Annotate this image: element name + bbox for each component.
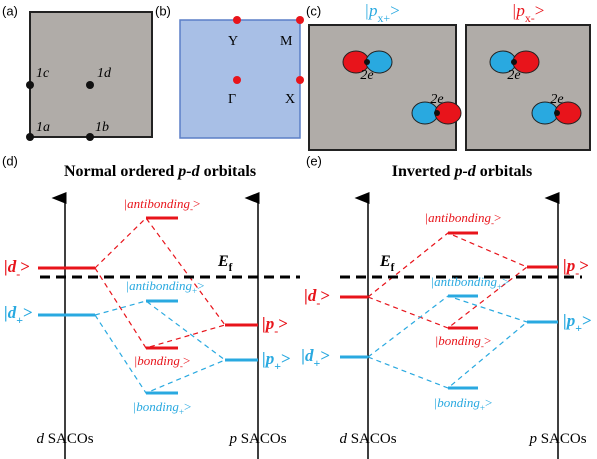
- label-part: orbitals: [200, 163, 256, 180]
- label-part: |p: [262, 349, 274, 368]
- label-part: |p: [512, 1, 525, 20]
- level-label: |antibonding->: [425, 210, 502, 228]
- label-part: >: [390, 1, 400, 20]
- label-part: SACOs: [44, 431, 94, 447]
- label-part: |antibonding: [124, 196, 191, 211]
- label-part: >: [281, 349, 291, 368]
- site-label: 1d: [97, 66, 112, 81]
- label-part: |antibonding: [126, 278, 193, 293]
- label-part: x-: [525, 11, 535, 25]
- label-part: >: [193, 196, 200, 211]
- label-part: |p: [563, 256, 575, 275]
- diagram-title: Inverted p-d orbitals: [392, 163, 532, 180]
- label-part: >: [320, 286, 330, 305]
- label-part: f: [229, 262, 233, 274]
- energy-axes: [65, 198, 558, 459]
- label-part: p-d: [452, 163, 476, 180]
- label-part: |p: [563, 311, 575, 330]
- label-part: |antibonding: [431, 274, 498, 289]
- label-part: |antibonding: [425, 210, 492, 225]
- label-part: >: [582, 311, 592, 330]
- label-part: |d: [4, 303, 17, 322]
- orbital-title: |px+>: [364, 1, 399, 25]
- label-part: >: [20, 257, 30, 276]
- label-part: |d: [304, 286, 317, 305]
- level-label: |antibonding+>: [431, 274, 510, 292]
- level-label: |d->: [304, 286, 330, 310]
- axis-label: d SACOs: [36, 431, 93, 447]
- label-part: >: [197, 278, 204, 293]
- charge-label: 2e: [430, 92, 443, 107]
- level-label: |antibonding->: [124, 196, 201, 214]
- level-label: |bonding+>: [133, 399, 192, 417]
- figure: (a)(b)(c)(d)(e)1c1d1a1bYMΓX|px+>|px->2e2…: [0, 0, 597, 459]
- label-part: >: [484, 333, 491, 348]
- level-label: |d+>: [301, 346, 330, 370]
- site-label: 1a: [36, 120, 50, 135]
- level-label: |d+>: [4, 303, 33, 327]
- charge-label: 2e: [550, 92, 563, 107]
- label-part: SACOs: [237, 431, 287, 447]
- k-point-label: Γ: [228, 92, 236, 107]
- charge-label: 2e: [360, 68, 373, 83]
- label-part: >: [278, 314, 288, 333]
- label-part: E: [379, 253, 391, 270]
- label-part: |bonding: [133, 399, 180, 414]
- axis-label: d SACOs: [339, 431, 396, 447]
- site-label: 1b: [95, 120, 109, 135]
- k-point-label: Y: [228, 34, 238, 49]
- label-part: E: [217, 253, 229, 270]
- label-part: >: [579, 256, 589, 275]
- label-part: >: [535, 1, 545, 20]
- fermi-label: Ef: [379, 253, 395, 274]
- level-label: |p+>: [563, 311, 592, 335]
- label-part: SACOs: [537, 431, 587, 447]
- orbital-box: [309, 25, 456, 150]
- panel-label: (e): [306, 153, 322, 168]
- label-part: >: [23, 303, 33, 322]
- level-label: |antibonding+>: [126, 278, 205, 296]
- label-part: >: [485, 395, 492, 410]
- label-part: Inverted: [392, 163, 455, 180]
- label-part: >: [502, 274, 509, 289]
- label-part: orbitals: [476, 163, 532, 180]
- label-part: |bonding: [434, 395, 481, 410]
- label-part: >: [494, 210, 501, 225]
- level-label: |bonding->: [134, 353, 191, 371]
- panel-label: (b): [155, 3, 171, 18]
- panel-label: (d): [2, 153, 18, 168]
- label-part: >: [183, 353, 190, 368]
- k-point-label: M: [280, 34, 293, 49]
- panel-label: (a): [2, 3, 18, 18]
- level-label: |bonding+>: [434, 395, 493, 413]
- label-part: Normal ordered: [64, 163, 178, 180]
- label-part: >: [184, 399, 191, 414]
- axis-label: p SACOs: [528, 431, 586, 447]
- level-label: |p+>: [262, 349, 291, 373]
- label-part: p-d: [176, 163, 200, 180]
- orbital-title: |px->: [512, 1, 545, 25]
- label-part: |d: [301, 346, 314, 365]
- label-part: |p: [364, 1, 377, 20]
- charge-label: 2e: [507, 68, 520, 83]
- label-part: x+: [377, 11, 390, 25]
- level-label: |bonding->: [435, 333, 492, 351]
- axis-label: p SACOs: [228, 431, 286, 447]
- orbital-box: [466, 25, 590, 150]
- site-label: 1c: [36, 66, 50, 81]
- level-label: |d->: [4, 257, 30, 281]
- label-part: |d: [4, 257, 17, 276]
- panel-label: (c): [306, 3, 321, 18]
- level-label: |p->: [262, 314, 288, 338]
- label-part: SACOs: [347, 431, 397, 447]
- energy-levels: [38, 218, 558, 393]
- label-part: >: [320, 346, 330, 365]
- fermi-label: Ef: [217, 253, 233, 274]
- label-part: |bonding: [134, 353, 181, 368]
- k-point-label: X: [285, 92, 295, 107]
- label-part: f: [391, 262, 395, 274]
- label-part: |p: [262, 314, 274, 333]
- label-part: |bonding: [435, 333, 482, 348]
- diagram-title: Normal ordered p-d orbitals: [64, 163, 256, 180]
